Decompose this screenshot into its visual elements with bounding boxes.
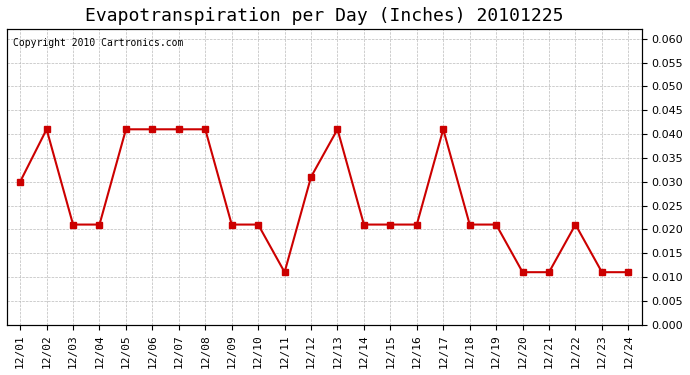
Title: Evapotranspiration per Day (Inches) 20101225: Evapotranspiration per Day (Inches) 2010… (85, 7, 564, 25)
Text: Copyright 2010 Cartronics.com: Copyright 2010 Cartronics.com (13, 38, 184, 48)
